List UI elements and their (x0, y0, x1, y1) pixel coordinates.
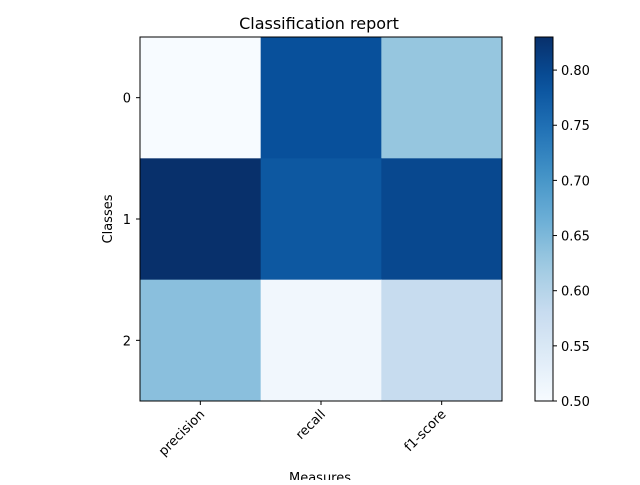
colorbar-tick-label: 0.50 (561, 395, 590, 410)
x-axis-ticks: precision recall f1-score (156, 401, 449, 459)
y-tick-label: 1 (123, 213, 131, 228)
heatmap-cell (260, 279, 382, 402)
colorbar-tick-label: 0.80 (561, 64, 590, 79)
colorbar-tick-label: 0.60 (561, 285, 590, 300)
colorbar-tick-label: 0.75 (561, 119, 590, 134)
heatmap-cell (381, 158, 503, 281)
colorbar-ticks: 0.50 0.55 0.60 0.65 0.70 0.75 0.80 (553, 64, 590, 410)
y-tick-label: 2 (123, 334, 131, 349)
heatmap-cell (381, 37, 503, 159)
x-tick-label: recall (293, 407, 329, 443)
y-tick-label: 0 (123, 92, 131, 107)
heatmap-cell (140, 279, 262, 402)
heatmap-cells (140, 37, 503, 402)
chart-title: Classification report (239, 14, 399, 33)
colorbar-tick-label: 0.70 (561, 174, 590, 189)
heatmap-cell (260, 158, 382, 281)
x-tick-label: f1-score (402, 407, 450, 455)
x-tick-label: precision (156, 407, 208, 459)
heatmap-cell (381, 279, 503, 402)
colorbar-tick-label: 0.55 (561, 340, 590, 355)
x-axis-label: Measures (289, 471, 351, 480)
colorbar-tick-label: 0.65 (561, 230, 590, 245)
heatmap-cell (140, 37, 262, 159)
colorbar (534, 36, 554, 402)
heatmap-cell (260, 37, 382, 159)
y-axis-ticks: 0 1 2 (123, 92, 140, 349)
heatmap-cell (140, 158, 262, 281)
y-axis-label: Classes (101, 194, 116, 243)
